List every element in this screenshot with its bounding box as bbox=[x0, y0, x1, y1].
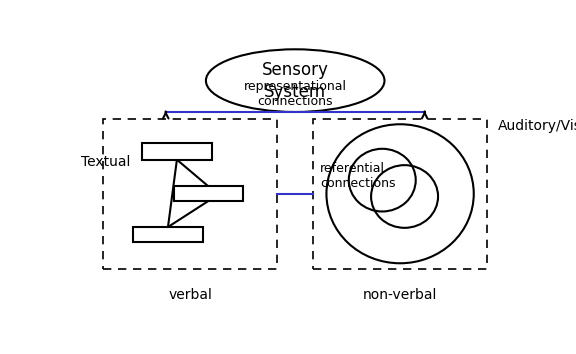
Bar bbox=[134, 227, 203, 242]
Text: Sensory
System: Sensory System bbox=[262, 61, 329, 101]
Text: representational
connections: representational connections bbox=[244, 80, 347, 108]
Bar bbox=[313, 119, 487, 269]
Text: non-verbal: non-verbal bbox=[363, 288, 437, 302]
Text: Textual: Textual bbox=[81, 155, 130, 170]
Text: verbal: verbal bbox=[168, 288, 212, 302]
Text: Auditory/Visual: Auditory/Visual bbox=[498, 119, 576, 133]
Text: referential
connections: referential connections bbox=[320, 162, 395, 190]
Bar bbox=[103, 119, 278, 269]
Bar bbox=[142, 143, 211, 160]
Bar bbox=[173, 186, 242, 201]
